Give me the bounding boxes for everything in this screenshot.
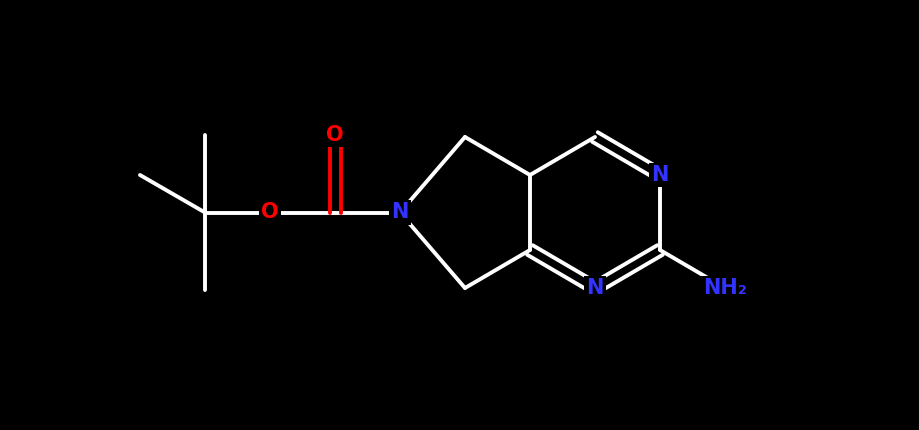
Text: N: N	[651, 165, 668, 185]
Text: O: O	[261, 203, 278, 222]
Text: N: N	[391, 203, 408, 222]
Text: NH₂: NH₂	[702, 278, 746, 298]
Text: O: O	[326, 125, 344, 145]
Text: N: N	[585, 278, 603, 298]
